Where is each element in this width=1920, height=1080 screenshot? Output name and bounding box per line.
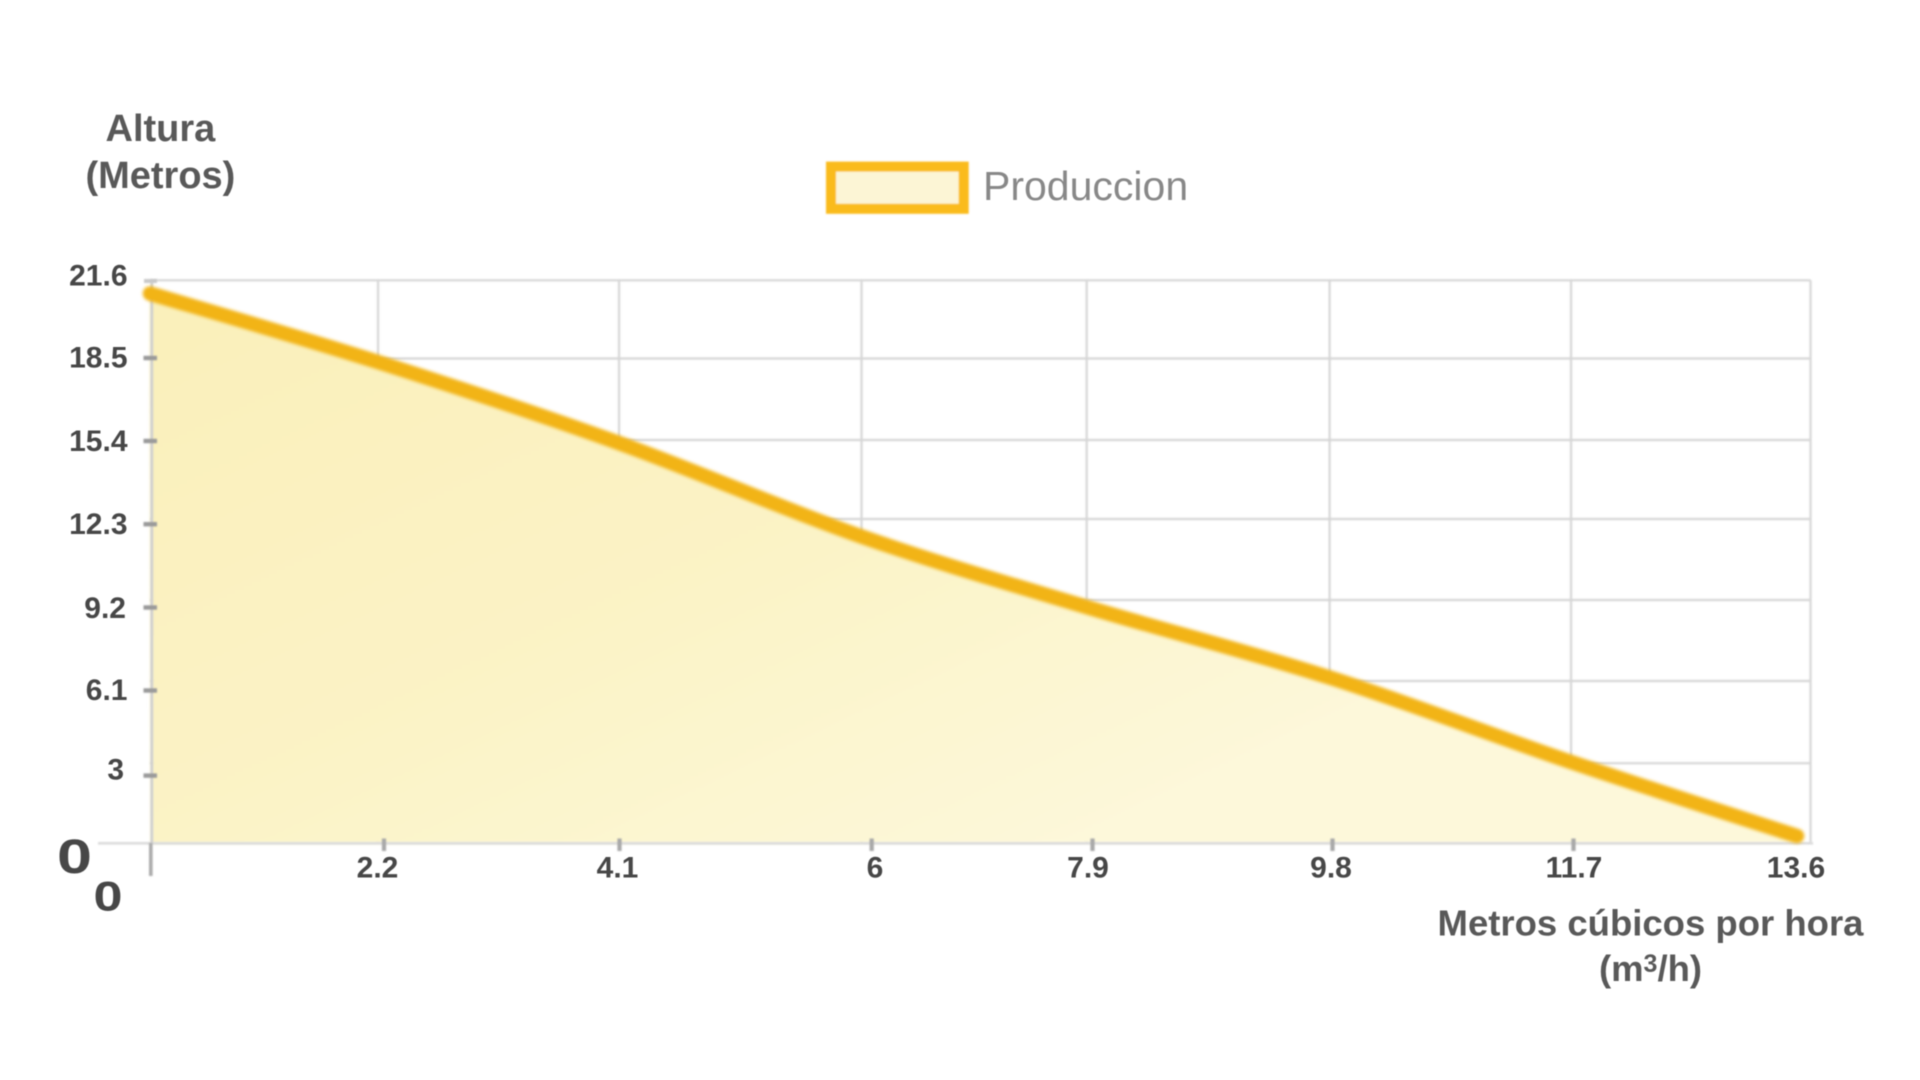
svg-text:6.1: 6.1 — [86, 674, 128, 707]
svg-text:11.7: 11.7 — [1546, 852, 1603, 885]
svg-text:0: 0 — [57, 831, 92, 884]
svg-text:9.2: 9.2 — [84, 592, 126, 625]
svg-text:(Metros): (Metros) — [85, 155, 235, 197]
svg-text:6: 6 — [867, 852, 884, 885]
svg-text:3: 3 — [107, 753, 124, 786]
svg-text:15.4: 15.4 — [69, 425, 128, 458]
svg-text:Produccion: Produccion — [983, 163, 1188, 209]
svg-text:Altura: Altura — [106, 108, 217, 150]
svg-text:7.9: 7.9 — [1067, 852, 1109, 885]
svg-text:0: 0 — [94, 873, 123, 920]
svg-text:9.8: 9.8 — [1310, 852, 1352, 885]
svg-text:Metros cúbicos por hora: Metros cúbicos por hora — [1438, 903, 1865, 944]
svg-text:21.6: 21.6 — [69, 259, 127, 292]
svg-text:(m3/h): (m3/h) — [1599, 948, 1702, 989]
svg-text:12.3: 12.3 — [69, 508, 127, 541]
svg-text:18.5: 18.5 — [69, 341, 127, 374]
svg-text:2.2: 2.2 — [357, 852, 399, 885]
svg-text:4.1: 4.1 — [597, 852, 639, 885]
svg-text:13.6: 13.6 — [1767, 852, 1825, 885]
